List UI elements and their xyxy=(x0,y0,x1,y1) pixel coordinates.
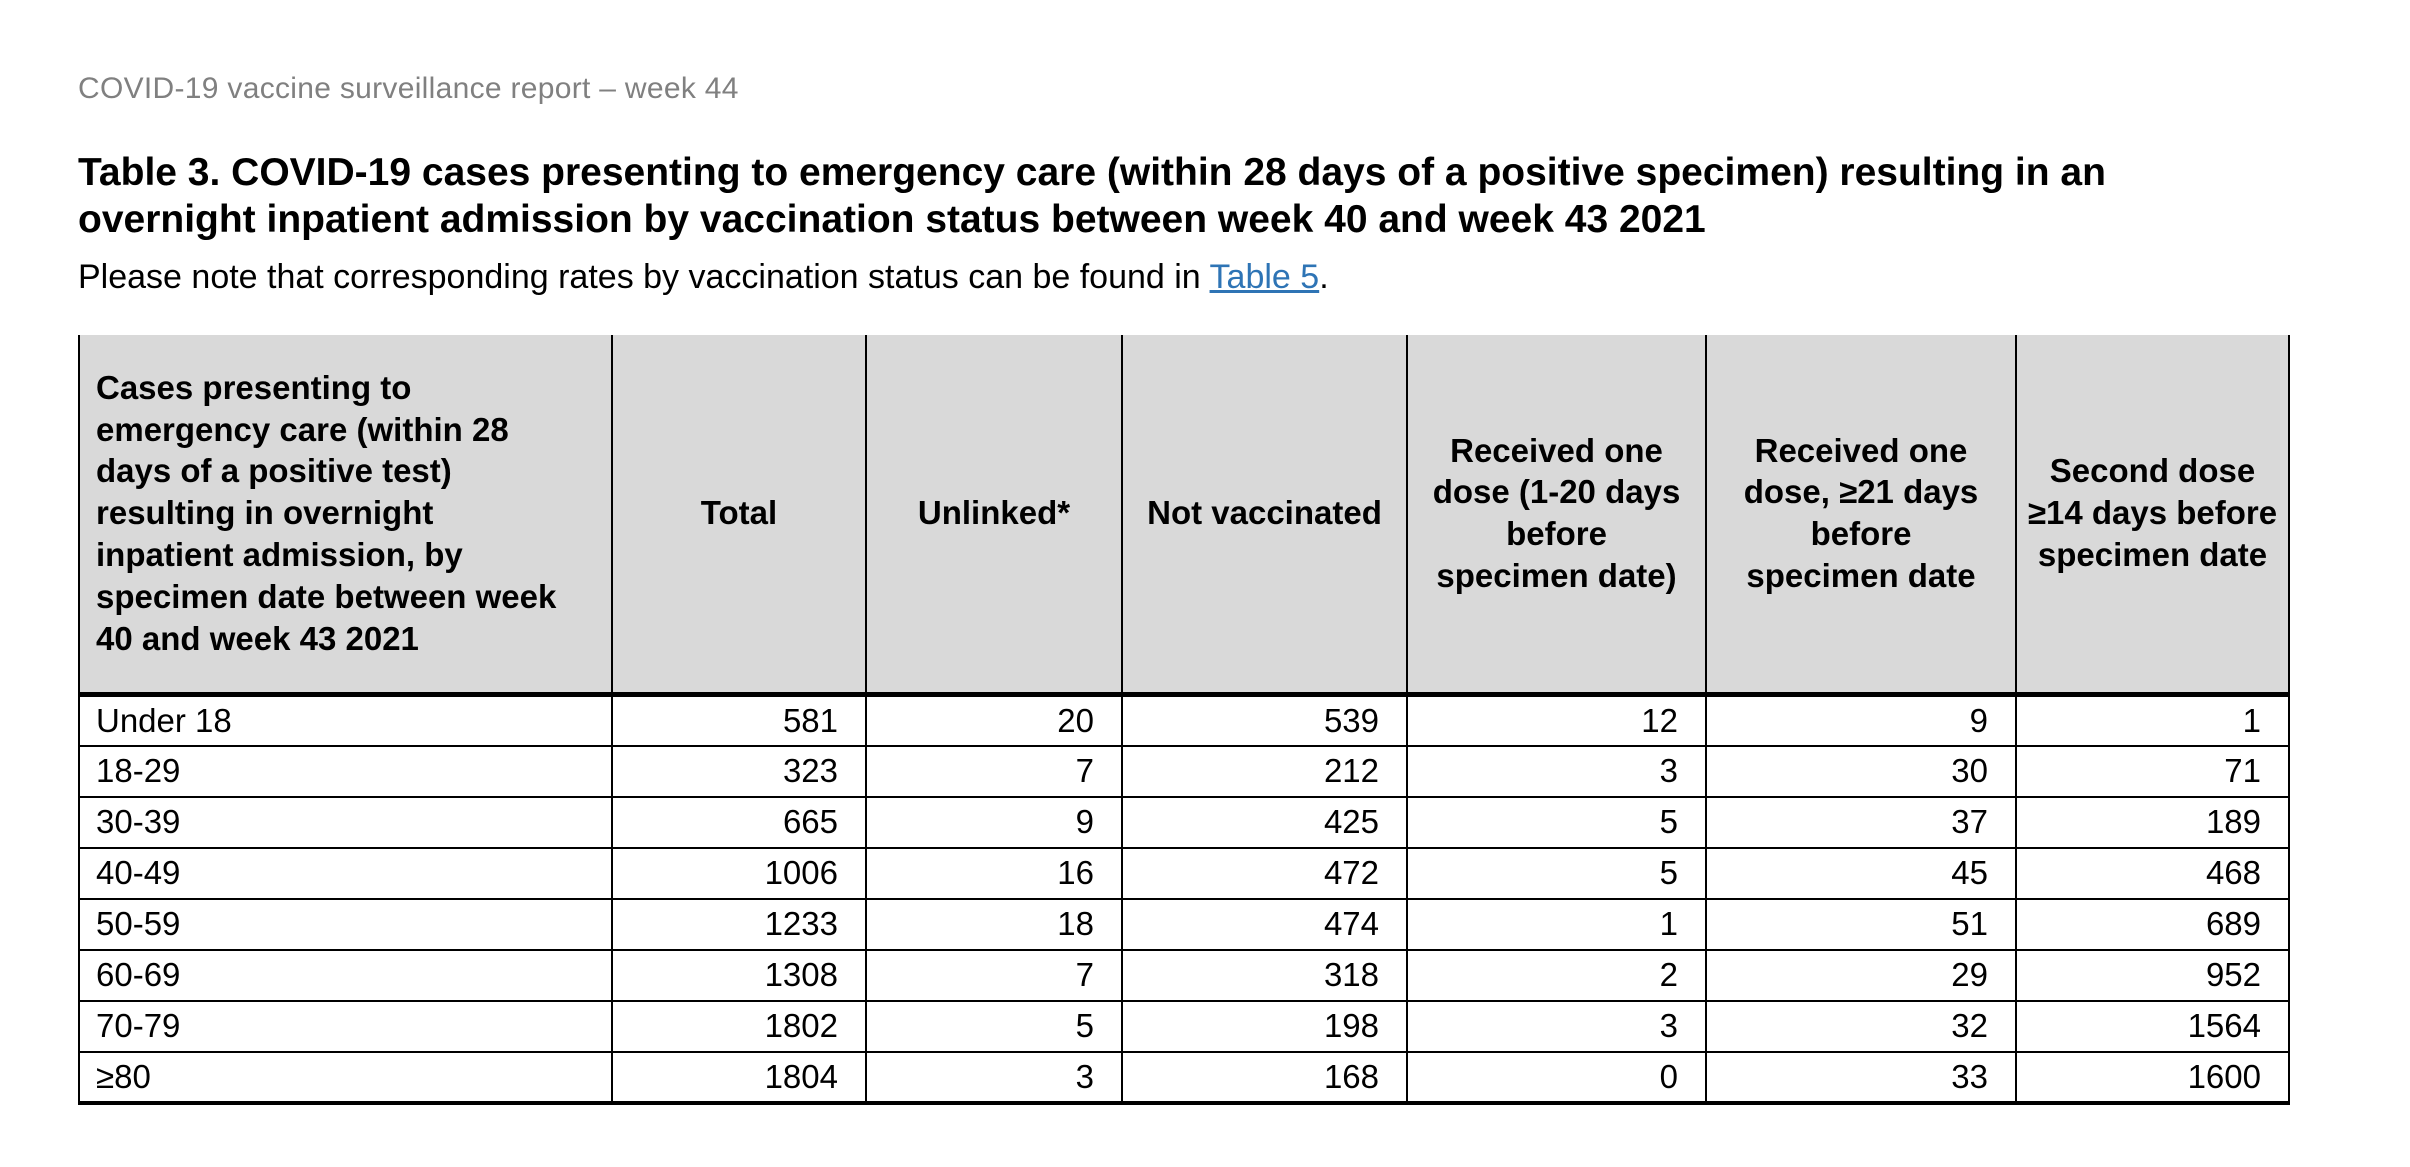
value-cell: 3 xyxy=(865,1050,1123,1105)
value-cell: 1564 xyxy=(2015,999,2290,1053)
value-cell: 30 xyxy=(1705,744,2017,798)
value-cell: 1 xyxy=(2015,693,2290,747)
value-cell: 16 xyxy=(865,846,1123,900)
column-header-total: Total xyxy=(611,334,867,698)
value-cell: 20 xyxy=(865,693,1123,747)
value-cell: 1308 xyxy=(611,948,867,1002)
note-text: Please note that corresponding rates by … xyxy=(78,258,2410,297)
value-cell: 3 xyxy=(1406,999,1707,1053)
column-header-unlinked: Unlinked* xyxy=(865,334,1123,698)
value-cell: 2 xyxy=(1406,948,1707,1002)
value-cell: 45 xyxy=(1705,846,2017,900)
age-group-cell: 30-39 xyxy=(78,795,613,849)
value-cell: 323 xyxy=(611,744,867,798)
value-cell: 474 xyxy=(1121,897,1408,951)
value-cell: 1804 xyxy=(611,1050,867,1105)
value-cell: 33 xyxy=(1705,1050,2017,1105)
value-cell: 5 xyxy=(1406,795,1707,849)
value-cell: 198 xyxy=(1121,999,1408,1053)
age-group-cell: 70-79 xyxy=(78,999,613,1053)
value-cell: 1600 xyxy=(2015,1050,2290,1105)
value-cell: 9 xyxy=(865,795,1123,849)
age-group-cell: 60-69 xyxy=(78,948,613,1002)
value-cell: 7 xyxy=(865,744,1123,798)
table-row: 50-59 1233 18 474 1 51 689 xyxy=(78,897,2290,951)
table-row: Under 18 581 20 539 12 9 1 xyxy=(78,693,2290,747)
table-row: 70-79 1802 5 198 3 32 1564 xyxy=(78,999,2290,1053)
age-group-cell: 18-29 xyxy=(78,744,613,798)
page-title: Table 3. COVID-19 cases presenting to em… xyxy=(78,151,2106,241)
value-cell: 1006 xyxy=(611,846,867,900)
value-cell: 5 xyxy=(865,999,1123,1053)
header-row: Cases presenting to emergency care (with… xyxy=(78,334,2290,698)
column-header-one-dose-1-20-days: Received one dose (1-20 days before spec… xyxy=(1406,334,1707,698)
value-cell: 12 xyxy=(1406,693,1707,747)
value-cell: 952 xyxy=(2015,948,2290,1002)
value-cell: 1802 xyxy=(611,999,867,1053)
table-row: 40-49 1006 16 472 5 45 468 xyxy=(78,846,2290,900)
value-cell: 0 xyxy=(1406,1050,1707,1105)
value-cell: 9 xyxy=(1705,693,2017,747)
age-group-cell: 40-49 xyxy=(78,846,613,900)
value-cell: 689 xyxy=(2015,897,2290,951)
value-cell: 1233 xyxy=(611,897,867,951)
value-cell: 425 xyxy=(1121,795,1408,849)
value-cell: 32 xyxy=(1705,999,2017,1053)
value-cell: 581 xyxy=(611,693,867,747)
value-cell: 468 xyxy=(2015,846,2290,900)
table-5-link[interactable]: Table 5 xyxy=(1209,257,1320,296)
table-body: Under 18 581 20 539 12 9 1 18-29 323 7 212 3 30 71 30-… xyxy=(78,693,2290,1105)
note-prefix: Please note that corresponding rates by … xyxy=(78,257,1210,296)
value-cell: 3 xyxy=(1406,744,1707,798)
value-cell: 51 xyxy=(1705,897,2017,951)
value-cell: 472 xyxy=(1121,846,1408,900)
value-cell: 1 xyxy=(1406,897,1707,951)
value-cell: 18 xyxy=(865,897,1123,951)
value-cell: 29 xyxy=(1705,948,2017,1002)
column-header-one-dose-21-days: Received one dose, ≥21 days before speci… xyxy=(1705,334,2017,698)
value-cell: 318 xyxy=(1121,948,1408,1002)
value-cell: 37 xyxy=(1705,795,2017,849)
age-group-cell: 50-59 xyxy=(78,897,613,951)
report-header-text: COVID-19 vaccine surveillance report – w… xyxy=(78,72,739,105)
table-row: 60-69 1308 7 318 2 29 952 xyxy=(78,948,2290,1002)
age-group-cell: ≥80 xyxy=(78,1050,613,1105)
column-header-cases-description: Cases presenting to emergency care (with… xyxy=(78,334,613,698)
cases-table: Cases presenting to emergency care (with… xyxy=(78,334,2290,1105)
value-cell: 5 xyxy=(1406,846,1707,900)
document-page: COVID-19 vaccine surveillance report – w… xyxy=(78,72,2410,1105)
column-header-not-vaccinated: Not vaccinated xyxy=(1121,334,1408,698)
value-cell: 189 xyxy=(2015,795,2290,849)
value-cell: 539 xyxy=(1121,693,1408,747)
table-row: ≥80 1804 3 168 0 33 1600 xyxy=(78,1050,2290,1105)
age-group-cell: Under 18 xyxy=(78,693,613,747)
column-header-second-dose-14-days: Second dose ≥14 days before specimen dat… xyxy=(2015,334,2290,698)
value-cell: 71 xyxy=(2015,744,2290,798)
table-row: 30-39 665 9 425 5 37 189 xyxy=(78,795,2290,849)
value-cell: 168 xyxy=(1121,1050,1408,1105)
table-row: 18-29 323 7 212 3 30 71 xyxy=(78,744,2290,798)
value-cell: 212 xyxy=(1121,744,1408,798)
note-suffix: . xyxy=(1319,257,1329,296)
value-cell: 665 xyxy=(611,795,867,849)
value-cell: 7 xyxy=(865,948,1123,1002)
